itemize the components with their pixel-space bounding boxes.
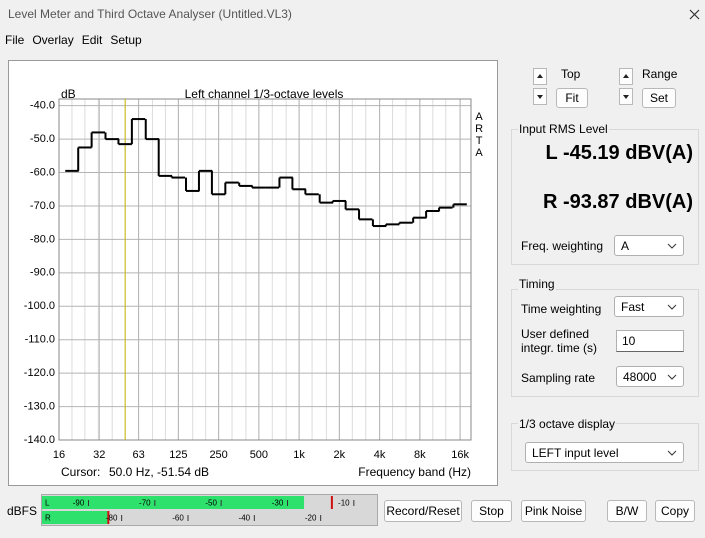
channel-label: R	[45, 514, 51, 523]
chart: Left channel 1/3-octave levels dB ARTA C…	[8, 60, 498, 486]
y-tick-label: -60.0	[30, 166, 55, 178]
y-axis-label: dB	[61, 87, 76, 101]
x-tick-label: 500	[250, 449, 268, 461]
right-level: R -93.87 dBV(A)	[542, 191, 693, 213]
x-tick-label: 125	[169, 449, 187, 461]
time-weighting-label: Time weighting	[521, 302, 602, 316]
meter-tick-label: -70	[139, 499, 151, 508]
timing-group	[511, 289, 699, 397]
meter-tick-label: -90	[73, 499, 85, 508]
freq-weighting-select[interactable]: A	[614, 235, 684, 256]
x-tick-label: 32	[93, 449, 105, 461]
x-tick-label: 4k	[374, 449, 386, 461]
meter-label: dBFS	[7, 504, 38, 518]
meter-tick-label: -10	[338, 499, 350, 508]
menu-item[interactable]: File	[5, 33, 25, 47]
x-tick-label: 8k	[414, 449, 426, 461]
copy-button[interactable]: Copy	[655, 500, 695, 522]
left-level: L -45.19 dBV(A)	[545, 142, 693, 164]
freq-weighting-label: Freq. weighting	[521, 239, 604, 253]
menu-item[interactable]: Setup	[110, 33, 142, 47]
set-button[interactable]: Set	[642, 88, 676, 108]
cursor-readout: 50.0 Hz, -51.54 dB	[109, 465, 209, 479]
level-bar	[42, 496, 305, 509]
chart-title: Left channel 1/3-octave levels	[185, 87, 344, 101]
x-tick-label: 2k	[334, 449, 346, 461]
meter-tick-label: -60	[172, 514, 184, 523]
meter-tick-label: -80	[106, 514, 118, 523]
x-tick-label: 16k	[451, 449, 469, 461]
meter-tick-label: -50	[205, 499, 217, 508]
y-tick-label: -80.0	[30, 233, 55, 245]
y-tick-label: -100.0	[24, 300, 55, 312]
integration-time-label: User defined integr. time (s)	[521, 327, 598, 355]
select-value: Fast	[621, 300, 645, 314]
record-reset-button[interactable]: Record/Reset	[384, 500, 462, 522]
channel-label: L	[45, 499, 50, 508]
y-tick-label: -70.0	[30, 200, 55, 212]
y-tick-label: -40.0	[30, 100, 55, 112]
top-label: Top	[561, 67, 581, 81]
fit-button[interactable]: Fit	[556, 88, 588, 108]
group-title: Timing	[518, 277, 556, 291]
time-weighting-select[interactable]: Fast	[614, 296, 684, 317]
peak-marker	[107, 511, 110, 524]
menu-item[interactable]: Edit	[81, 33, 103, 47]
top-up[interactable]	[533, 68, 547, 85]
x-tick-label: 250	[209, 449, 227, 461]
level-meter: L -90 -70 -50 -30 -10 R -80 -60 -40 -20	[41, 494, 378, 526]
octave-display-select[interactable]: LEFT input level	[525, 442, 684, 463]
y-tick-label: -120.0	[24, 367, 55, 379]
stop-button[interactable]: Stop	[471, 500, 512, 522]
bw-button[interactable]: B/W	[607, 500, 647, 522]
side-label: ARTA	[473, 111, 485, 159]
pink-noise-button[interactable]: Pink Noise	[521, 500, 586, 522]
meter-tick-label: -30	[272, 499, 284, 508]
group-title: 1/3 octave display	[518, 417, 617, 431]
range-up[interactable]	[619, 68, 633, 85]
sampling-rate-select[interactable]: 48000	[616, 366, 684, 387]
window-title: Level Meter and Third Octave Analyser (U…	[8, 7, 292, 21]
integration-time-input[interactable]: 10	[616, 330, 684, 352]
y-tick-label: -130.0	[24, 400, 55, 412]
x-axis-label: Frequency band (Hz)	[358, 465, 471, 479]
y-tick-label: -50.0	[30, 133, 55, 145]
x-tick-label: 1k	[293, 449, 305, 461]
meter-tick-label: -40	[239, 514, 251, 523]
y-tick-label: -90.0	[30, 267, 55, 279]
plot-frame	[58, 98, 472, 441]
y-tick-label: -140.0	[24, 434, 55, 446]
sampling-rate-label: Sampling rate	[521, 371, 596, 385]
meter-tick-label: -20	[305, 514, 317, 523]
level-bar	[42, 511, 109, 524]
peak-marker	[330, 496, 333, 509]
x-tick-label: 16	[53, 449, 65, 461]
close-button[interactable]	[689, 9, 700, 20]
menu-bar: File Overlay Edit Setup	[5, 33, 142, 47]
select-value: 48000	[623, 370, 657, 384]
top-down[interactable]	[533, 88, 547, 105]
group-title: Input RMS Level	[518, 122, 609, 136]
range-down[interactable]	[619, 88, 633, 105]
menu-item[interactable]: Overlay	[32, 33, 74, 47]
select-value: LEFT input level	[532, 446, 619, 460]
x-tick-label: 63	[132, 449, 144, 461]
cursor-label: Cursor:	[61, 465, 100, 479]
select-value: A	[621, 239, 630, 253]
y-tick-label: -110.0	[25, 334, 55, 346]
range-label: Range	[642, 67, 678, 81]
